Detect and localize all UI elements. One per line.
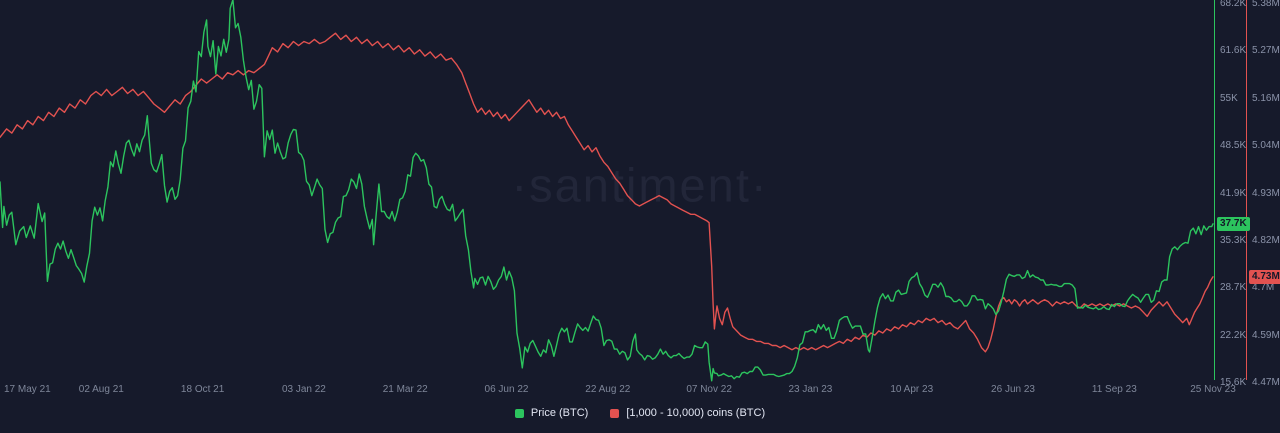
chart-legend: Price (BTC) [1,000 - 10,000) coins (BTC)	[0, 407, 1280, 419]
x-axis-label: 07 Nov 22	[686, 384, 732, 395]
x-axis-label: 11 Sep 23	[1091, 384, 1137, 395]
legend-item-price[interactable]: Price (BTC)	[514, 407, 589, 419]
x-axis-label: 25 Nov 23	[1190, 384, 1236, 395]
x-axis-label: 26 Jun 23	[991, 384, 1035, 395]
x-axis-label: 10 Apr 23	[890, 384, 934, 395]
price-tick-label: 48.5K	[1220, 140, 1247, 152]
supply-tick-label: 4.47M	[1252, 377, 1280, 388]
supply-tick-label: 4.93M	[1252, 187, 1280, 199]
price-tick-label: 28.7K	[1220, 282, 1247, 294]
supply-tick-label: 4.59M	[1252, 329, 1280, 341]
price-current-value-badge: 37.7K	[1217, 216, 1250, 231]
santiment-watermark: ·santiment·	[511, 158, 769, 212]
price-tick-label: 68.2K	[1220, 0, 1247, 9]
x-axis-label: 06 Jun 22	[484, 384, 529, 395]
price-tick-label: 55K	[1220, 92, 1238, 104]
supply-tick-label: 5.27M	[1252, 45, 1280, 57]
x-axis-label: 03 Jan 22	[281, 384, 326, 395]
supply-tick-label: 5.38M	[1252, 0, 1280, 9]
x-axis-label: 17 May 21	[4, 384, 51, 395]
supply-current-value-badge: 4.73M	[1249, 269, 1280, 284]
price-series-line[interactable]	[0, 0, 1214, 382]
supply-tick-label: 4.7M	[1252, 282, 1275, 294]
supply-tick-label: 5.04M	[1252, 140, 1280, 152]
x-axis-label: 23 Jan 23	[788, 384, 833, 395]
price-tick-label: 61.6K	[1220, 45, 1247, 57]
price-tick-label: 22.2K	[1220, 329, 1247, 341]
x-axis-label: 02 Aug 21	[78, 384, 124, 395]
x-axis-label: 21 Mar 22	[382, 384, 428, 395]
price-tick-label: 15.6K	[1220, 377, 1247, 388]
price-tick-label: 35.3K	[1220, 234, 1247, 246]
supply-tick-label: 5.16M	[1252, 92, 1280, 104]
price-legend-swatch-icon	[514, 408, 524, 418]
supply-legend-swatch-icon	[610, 408, 620, 418]
legend-label: Price (BTC)	[530, 407, 589, 419]
supply-tick-label: 4.82M	[1252, 234, 1280, 246]
legend-item-supply[interactable]: [1,000 - 10,000) coins (BTC)	[610, 407, 765, 419]
price-tick-label: 41.9K	[1220, 187, 1247, 199]
legend-label: [1,000 - 10,000) coins (BTC)	[626, 407, 766, 419]
x-axis-label: 22 Aug 22	[585, 384, 631, 395]
x-axis-label: 18 Oct 21	[180, 384, 225, 395]
supply-series-line[interactable]	[0, 32, 1214, 353]
